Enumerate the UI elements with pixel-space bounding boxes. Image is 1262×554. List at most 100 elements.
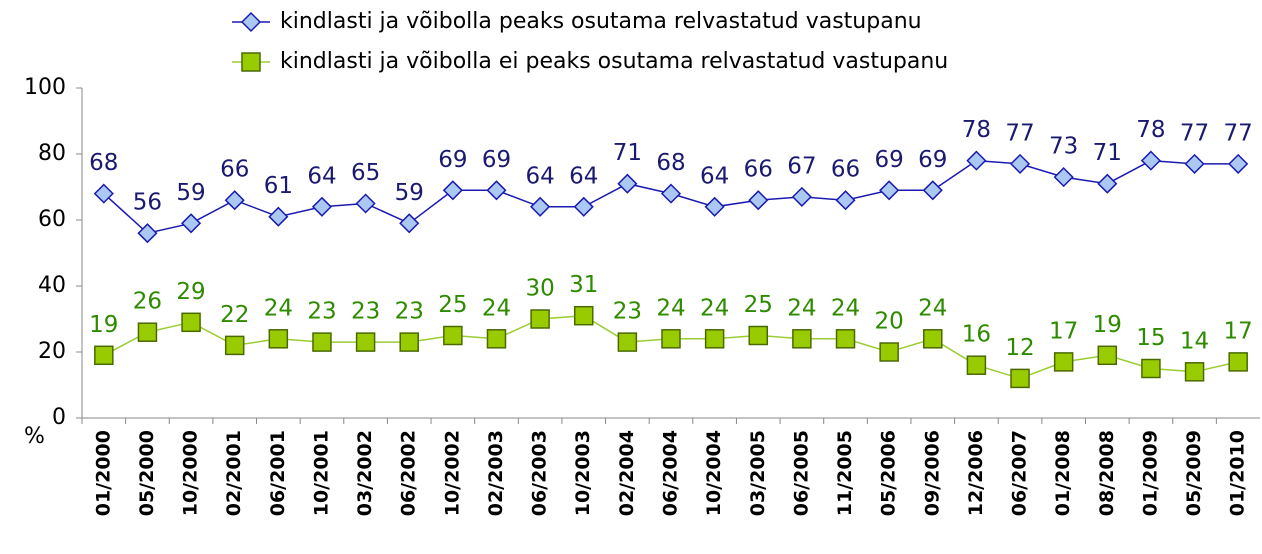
x-tick-label: 10/2004 <box>703 430 725 516</box>
point <box>94 345 114 366</box>
x-tick-label: 03/2002 <box>354 430 376 516</box>
point <box>966 355 987 375</box>
point <box>486 180 507 201</box>
point <box>879 342 899 362</box>
point <box>442 180 463 201</box>
point <box>355 332 376 352</box>
data-label: 68 <box>656 150 685 176</box>
point <box>617 173 638 194</box>
point <box>1140 150 1161 171</box>
point <box>1228 153 1249 174</box>
data-label: 77 <box>1180 120 1209 146</box>
data-label: 16 <box>962 322 991 348</box>
point <box>704 329 725 349</box>
data-label: 65 <box>351 160 380 186</box>
legend-marker <box>241 52 261 72</box>
point <box>1010 368 1030 389</box>
data-label: 66 <box>831 157 860 183</box>
point <box>966 150 987 171</box>
data-label: 23 <box>395 299 424 325</box>
data-label: 15 <box>1136 325 1165 351</box>
data-label: 23 <box>307 299 336 325</box>
x-tick-label: 10/2003 <box>572 430 594 516</box>
point <box>660 183 682 204</box>
x-tick-label: 10/2000 <box>180 430 202 516</box>
point <box>1097 173 1118 194</box>
data-label: 22 <box>220 302 249 328</box>
point <box>835 190 856 211</box>
data-label: 24 <box>264 295 293 321</box>
point <box>1228 352 1248 372</box>
point <box>93 183 114 204</box>
x-tick-label: 08/2008 <box>1096 430 1118 516</box>
data-label: 61 <box>264 173 293 199</box>
data-label: 71 <box>613 140 642 166</box>
data-label: 69 <box>875 147 904 173</box>
data-label: 59 <box>176 180 205 206</box>
point <box>312 332 332 352</box>
data-label: 66 <box>744 157 773 183</box>
point <box>1009 153 1031 174</box>
x-tick-label: 01/2008 <box>1052 430 1074 516</box>
data-label: 71 <box>1093 140 1122 166</box>
point <box>879 180 900 201</box>
data-label: 24 <box>831 295 860 321</box>
point <box>1053 167 1074 188</box>
data-label: 29 <box>176 279 205 305</box>
y-tick-label: 100 <box>24 75 66 100</box>
x-tick-label: 06/2002 <box>398 430 420 516</box>
x-tick-label: 12/2006 <box>965 430 987 516</box>
data-label: 67 <box>787 153 816 179</box>
data-label: 24 <box>700 295 729 321</box>
x-tick-label: 02/2001 <box>223 430 245 516</box>
point <box>530 309 550 329</box>
point <box>268 206 289 227</box>
data-label: 24 <box>656 295 685 321</box>
data-label: 69 <box>438 147 467 173</box>
legend-marker <box>240 11 262 33</box>
data-label: 77 <box>1005 120 1034 146</box>
point <box>1184 362 1205 382</box>
legend-label: kindlasti ja võibolla ei peaks osutama r… <box>280 49 948 74</box>
data-label: 14 <box>1180 328 1209 354</box>
x-tick-label: 03/2005 <box>747 430 769 516</box>
point <box>704 196 725 217</box>
data-label: 23 <box>613 299 642 325</box>
point <box>137 223 158 244</box>
data-label: 68 <box>89 150 118 176</box>
x-tick-label: 05/2006 <box>878 430 900 516</box>
point <box>617 332 638 352</box>
point <box>748 190 769 211</box>
point <box>1141 358 1161 379</box>
point <box>573 305 594 326</box>
x-tick-label: 06/2003 <box>529 430 551 516</box>
y-tick-label: 60 <box>38 207 66 232</box>
y-tick-label: 40 <box>38 273 66 298</box>
legend-label: kindlasti ja võibolla peaks osutama relv… <box>280 9 922 34</box>
y-axis-label: % <box>24 424 45 449</box>
x-tick-label: 05/2000 <box>136 430 158 516</box>
x-tick-label: 09/2006 <box>921 430 943 516</box>
x-tick-label: 06/2001 <box>267 430 289 516</box>
point <box>311 196 333 217</box>
data-label: 24 <box>787 295 816 321</box>
point <box>1097 345 1118 366</box>
data-label: 17 <box>1224 318 1253 344</box>
data-label: 17 <box>1049 318 1078 344</box>
data-label: 19 <box>1093 312 1122 338</box>
x-tick-label: 11/2005 <box>834 430 856 516</box>
data-label: 77 <box>1224 120 1253 146</box>
data-label: 78 <box>1136 117 1165 143</box>
point <box>268 329 289 349</box>
data-label: 69 <box>918 147 947 173</box>
x-tick-label: 02/2003 <box>485 430 507 516</box>
data-label: 26 <box>133 289 162 315</box>
data-label: 25 <box>744 292 773 318</box>
data-label: 31 <box>569 272 598 298</box>
point <box>224 335 245 356</box>
x-tick-label: 01/2009 <box>1139 430 1161 516</box>
point <box>399 213 420 234</box>
point <box>835 329 856 349</box>
y-tick-label: 0 <box>52 405 66 430</box>
